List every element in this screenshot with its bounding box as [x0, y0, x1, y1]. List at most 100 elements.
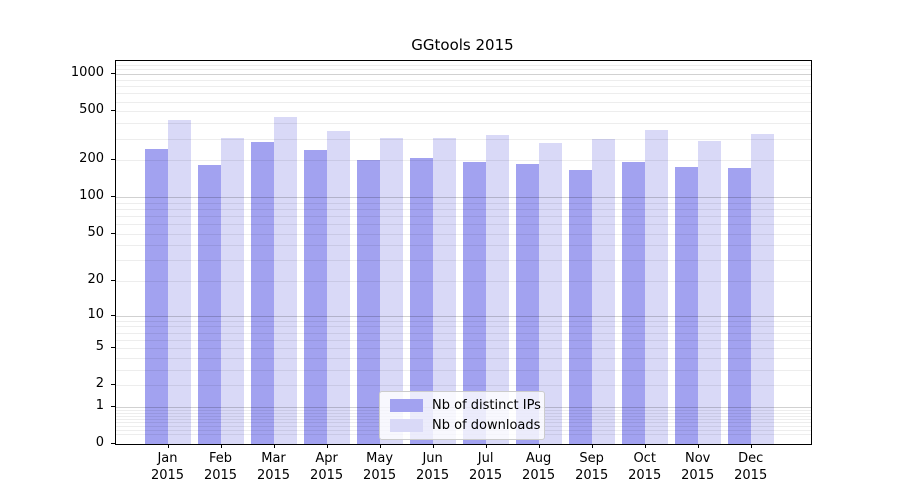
x-tick-mark-aug	[538, 444, 540, 448]
bar-downloads-sep	[591, 139, 615, 444]
y-tick-label-100: 100	[79, 188, 104, 204]
legend-label-downloads: Nb of downloads	[432, 418, 541, 433]
y-tick-label-1000: 1000	[70, 65, 104, 81]
bar-distinct-ips-jul	[462, 162, 486, 444]
bar-distinct-ips-may	[356, 159, 380, 444]
bar-downloads-mar	[273, 117, 297, 444]
y-tick-mark-50	[111, 232, 115, 234]
gridline-20	[116, 281, 811, 283]
y-tick-mark-2	[111, 384, 115, 386]
y-tick-label-200: 200	[79, 151, 104, 167]
gridline-600	[116, 101, 811, 103]
gridline-5	[116, 348, 811, 350]
bars-layer	[116, 61, 811, 444]
x-tick-mark-oct	[644, 444, 646, 448]
gridline-30	[116, 260, 811, 262]
y-tick-mark-5	[111, 347, 115, 349]
legend-swatch-distinct-ips	[390, 399, 423, 412]
legend-item-downloads: Nb of downloads	[390, 418, 540, 433]
y-tick-label-2: 2	[95, 376, 104, 392]
bar-distinct-ips-jan	[144, 148, 168, 444]
x-tick-mark-apr	[326, 444, 328, 448]
x-tick-mark-dec	[750, 444, 752, 448]
x-tick-label-jun: Jun 2015	[416, 451, 450, 483]
gridline-2	[116, 385, 811, 387]
gridlines	[116, 61, 811, 444]
bar-distinct-ips-nov	[674, 166, 698, 444]
bar-downloads-jan	[167, 120, 191, 444]
gridline-700	[116, 93, 811, 95]
bar-downloads-may	[379, 138, 403, 444]
bar-downloads-apr	[326, 131, 350, 444]
bar-downloads-jul	[485, 135, 509, 444]
gridline-40	[116, 245, 811, 247]
gridline-100	[116, 197, 811, 199]
y-tick-mark-1000	[111, 73, 115, 75]
gridline-6	[116, 339, 811, 341]
y-tick-label-0: 0	[95, 435, 104, 450]
x-tick-label-feb: Feb 2015	[203, 451, 238, 483]
x-tick-mark-may	[379, 444, 381, 448]
y-tick-mark-10	[111, 314, 115, 316]
gridline-800	[116, 86, 811, 88]
gridline-1200	[116, 64, 811, 66]
gridline-200	[116, 160, 811, 162]
gridline-500	[116, 111, 811, 113]
y-tick-mark-500	[111, 110, 115, 112]
x-tick-mark-sep	[591, 444, 593, 448]
x-tick-mark-mar	[273, 444, 275, 448]
x-tick-mark-nov	[697, 444, 699, 448]
y-tick-mark-1	[111, 405, 115, 407]
x-tick-label-sep: Sep 2015	[575, 451, 609, 483]
gridline-50	[116, 233, 811, 235]
x-tick-mark-jan	[167, 444, 169, 448]
gridline-3	[116, 369, 811, 371]
x-tick-label-dec: Dec 2015	[734, 451, 768, 483]
x-tick-label-apr: Apr 2015	[310, 451, 344, 483]
chart-title: GGtools 2015	[411, 36, 514, 54]
bar-distinct-ips-mar	[250, 141, 274, 444]
bar-distinct-ips-aug	[515, 163, 539, 444]
y-tick-label-50: 50	[87, 224, 104, 240]
bar-downloads-dec	[750, 134, 774, 444]
bar-distinct-ips-oct	[621, 161, 645, 444]
x-tick-mark-feb	[220, 444, 222, 448]
bar-distinct-ips-apr	[303, 150, 327, 444]
bar-distinct-ips-sep	[568, 170, 592, 444]
legend: Nb of distinct IPs Nb of downloads	[379, 391, 545, 440]
y-tick-mark-200	[111, 159, 115, 161]
gridline-900	[116, 80, 811, 81]
y-tick-label-1: 1	[95, 397, 104, 413]
y-tick-label-5: 5	[95, 339, 104, 355]
bar-downloads-nov	[697, 140, 721, 444]
gridline-80	[116, 208, 811, 210]
y-tick-mark-100	[111, 196, 115, 198]
gridline-60	[116, 224, 811, 226]
plot-area: Nb of distinct IPs Nb of downloads	[115, 60, 812, 445]
x-tick-mark-jun	[432, 444, 434, 448]
x-tick-label-jan: Jan 2015	[150, 451, 185, 483]
x-tick-label-oct: Oct 2015	[628, 451, 662, 483]
bar-distinct-ips-jun	[409, 158, 433, 444]
y-tick-mark-20	[111, 280, 115, 282]
gridline-4	[116, 357, 811, 359]
gridline-70	[116, 215, 811, 217]
bar-downloads-oct	[644, 130, 668, 444]
gridline-1100	[116, 69, 811, 71]
gridline-7	[116, 332, 811, 334]
y-tick-label-10: 10	[87, 306, 104, 322]
x-tick-label-mar: Mar 2015	[256, 451, 291, 483]
x-tick-label-aug: Aug 2015	[522, 451, 556, 483]
x-tick-label-nov: Nov 2015	[681, 451, 715, 483]
y-tick-label-500: 500	[79, 102, 104, 118]
x-tick-label-may: May 2015	[363, 451, 397, 483]
legend-swatch-downloads	[390, 419, 423, 432]
bar-distinct-ips-feb	[197, 165, 221, 444]
gridline-9	[116, 320, 811, 322]
gridline-10	[116, 315, 811, 317]
gridline-8	[116, 326, 811, 328]
gridline-300	[116, 138, 811, 140]
y-tick-mark-0	[111, 443, 115, 444]
gridline-400	[116, 123, 811, 125]
